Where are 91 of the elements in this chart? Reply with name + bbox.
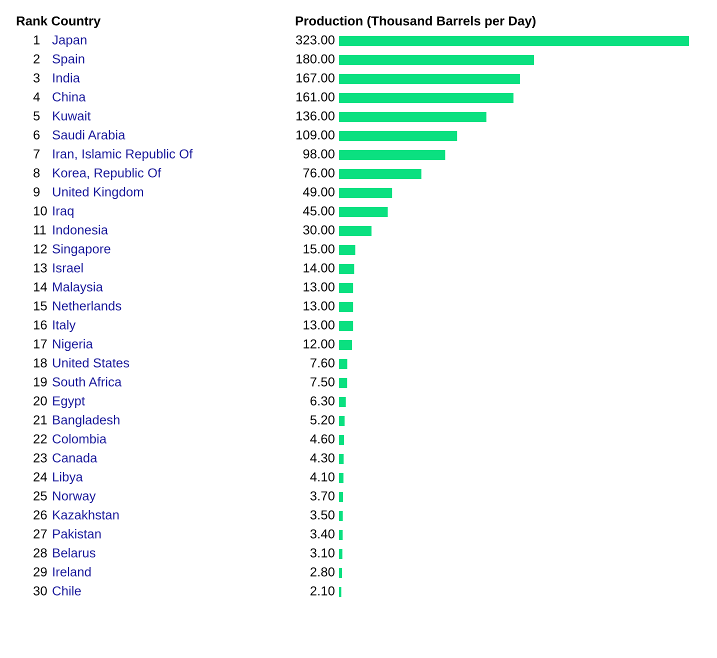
- y-tick-label: 4 China: [33, 92, 86, 102]
- bar: [339, 264, 354, 274]
- data-label: 6.30: [310, 396, 334, 406]
- bar: [339, 378, 348, 388]
- y-tick-label: 2 Spain: [34, 54, 84, 66]
- bar: [339, 130, 458, 142]
- data-label: 15.00: [304, 244, 334, 254]
- bar: [339, 282, 354, 294]
- y-tick-label: 6 Saudi Arabia: [34, 130, 126, 140]
- bar: [339, 54, 534, 66]
- data-label: 3.40: [310, 529, 334, 538]
- y-tick-label: 21 Bangladesh: [34, 414, 120, 428]
- data-label: 30.00: [303, 225, 334, 234]
- data-label: 109.00: [296, 130, 334, 140]
- data-label: 7.50: [310, 377, 334, 386]
- data-label: 13.00: [304, 320, 334, 330]
- bar: [339, 434, 344, 446]
- data-label: 161.00: [296, 92, 334, 102]
- bar: [339, 36, 689, 46]
- bar: [339, 150, 446, 160]
- y-tick-label: 24 Libya: [34, 472, 83, 484]
- x-axis-title: Production (Thousand Barrels per Day): [296, 16, 536, 28]
- bar: [339, 226, 372, 236]
- data-label: 45.00: [302, 206, 334, 216]
- y-tick-label: 13 Israel: [34, 262, 83, 272]
- bar: [339, 568, 342, 578]
- bar: [339, 510, 343, 522]
- y-tick-label: 3 India: [33, 72, 80, 82]
- bar: [339, 472, 344, 484]
- bar: [339, 454, 344, 464]
- bar: [339, 548, 342, 560]
- data-label: 3.70: [310, 491, 334, 500]
- bar: [339, 112, 486, 122]
- y-tick-label: 8 Korea, Republic Of: [34, 168, 162, 180]
- data-label: 136.00: [296, 111, 334, 120]
- data-label: 323.00: [296, 35, 334, 44]
- data-label: 4.10: [310, 472, 334, 482]
- bar: [339, 416, 345, 426]
- data-label: 180.00: [296, 54, 334, 64]
- y-tick-label: 11 Indonesia: [34, 224, 108, 234]
- bar: [339, 168, 422, 180]
- y-tick-label: 30 Chile: [33, 586, 81, 596]
- bar: [339, 302, 354, 312]
- bar: [339, 340, 352, 350]
- bar: [339, 530, 343, 540]
- y-tick-label: 16 Italy: [34, 320, 76, 332]
- y-tick-label: 23 Canada: [34, 452, 98, 462]
- y-tick-label: 10 Iraq: [34, 206, 74, 218]
- y-tick-label: 26 Kazakhstan: [34, 510, 119, 520]
- data-label: 2.10: [310, 586, 334, 596]
- y-tick-label: 18 United States: [34, 358, 130, 368]
- y-tick-label: 14 Malaysia: [34, 282, 103, 294]
- data-label: 167.00: [296, 73, 334, 82]
- y-tick-label: 19 South Africa: [34, 376, 122, 386]
- data-label: 3.10: [310, 548, 334, 558]
- y-tick-label: 25 Norway: [34, 491, 96, 504]
- data-label: 2.80: [310, 567, 334, 576]
- bar: [339, 92, 514, 104]
- bar: [339, 244, 356, 256]
- bar: [339, 320, 354, 332]
- y-tick-label: 1 Japan: [34, 35, 86, 48]
- data-label: 12.00: [304, 339, 334, 348]
- data-label: 4.30: [310, 453, 334, 462]
- data-label: 3.50: [310, 510, 334, 520]
- data-label: 13.00: [304, 282, 334, 292]
- data-label: 5.20: [310, 415, 334, 424]
- data-label: 4.60: [310, 434, 334, 444]
- y-tick-label: 15 Netherlands: [34, 300, 122, 310]
- data-label: 98.00: [303, 149, 334, 158]
- bar: [339, 358, 348, 370]
- y-tick-label: 5 Kuwait: [34, 110, 91, 120]
- bar: [339, 188, 392, 198]
- data-label: 13.00: [304, 301, 334, 310]
- bar: [339, 492, 344, 502]
- y-tick-label: 29 Ireland: [34, 566, 91, 576]
- y-tick-label: 27 Pakistan: [34, 528, 101, 538]
- y-tick-label: 7 Iran, Islamic Republic Of: [34, 148, 193, 162]
- data-label: 7.60: [310, 358, 334, 368]
- y-tick-label: 9 United Kingdom: [34, 186, 144, 200]
- y-tick-label: 12 Singapore: [34, 244, 110, 256]
- data-label: 14.00: [304, 263, 334, 272]
- y-tick-label: 22 Colombia: [34, 434, 107, 444]
- y-axis-title: Rank Country: [16, 16, 101, 28]
- bar: [339, 206, 388, 218]
- bar: [339, 396, 346, 408]
- y-tick-label: 17 Nigeria: [34, 338, 93, 352]
- bar: [339, 74, 520, 84]
- data-label: 76.00: [303, 168, 334, 178]
- data-label: 49.00: [302, 187, 334, 196]
- y-tick-label: 28 Belarus: [34, 548, 96, 558]
- y-tick-label: 20 Egypt: [34, 396, 85, 408]
